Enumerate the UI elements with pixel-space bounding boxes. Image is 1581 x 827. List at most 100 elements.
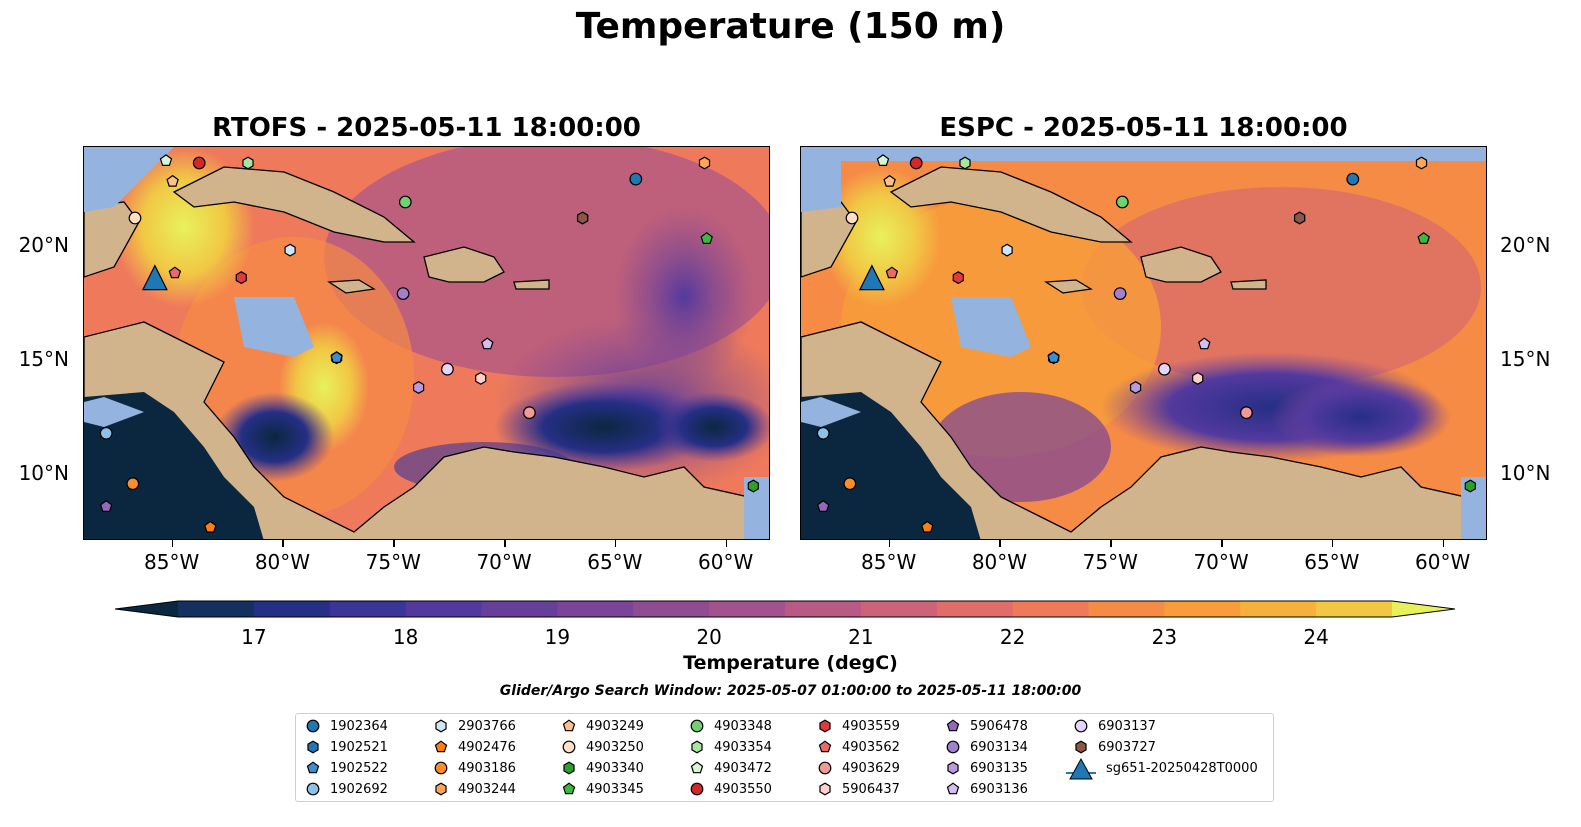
legend-label: sg651-20250428T0000	[1106, 760, 1258, 776]
legend-item: 4903472	[690, 758, 772, 778]
figure-title: Temperature (150 m)	[575, 6, 1006, 47]
legend-label: 5906437	[842, 781, 900, 797]
legend-label: 6903136	[970, 781, 1028, 797]
lon-tick-label: 60°W	[1415, 550, 1471, 574]
colorbar-segment	[633, 601, 710, 617]
map-canvas-espc	[801, 147, 1486, 539]
circle-marker-icon	[818, 761, 832, 775]
lat-tick-label: 15°N	[1500, 347, 1551, 371]
legend-item: 4903340	[562, 758, 644, 778]
hexagon-marker-icon	[691, 740, 703, 754]
circle-marker-icon	[562, 740, 576, 754]
colorbar-segment	[1012, 601, 1090, 617]
lon-tick-label: 60°W	[698, 550, 754, 574]
float-marker	[1239, 406, 1253, 420]
legend-label: 4903562	[842, 739, 900, 755]
lon-tick-mark	[1442, 540, 1445, 547]
legend-label: 6903134	[970, 739, 1028, 755]
colorbar-segment	[405, 601, 483, 617]
float-marker	[1417, 232, 1430, 244]
legend-item: 4903244	[434, 779, 516, 799]
pentagon-marker-icon	[434, 740, 448, 753]
float-marker	[475, 371, 487, 385]
legend-label: 4903472	[714, 760, 772, 776]
lat-tick-label: 10°N	[1500, 461, 1551, 485]
colorbar-segment	[329, 601, 407, 617]
legend-item: 4902476	[434, 737, 516, 757]
legend-item: 4903250	[562, 737, 644, 757]
float-marker	[959, 156, 971, 170]
colorbar-tick-label: 17	[241, 625, 267, 649]
circle-marker-icon	[690, 782, 704, 796]
circle-marker-icon	[1074, 719, 1088, 733]
float-marker	[629, 172, 643, 186]
legend-item: 1902692	[306, 779, 388, 799]
float-marker	[883, 174, 896, 187]
lon-tick-label: 70°W	[476, 550, 532, 574]
legend-item: 6903727	[1074, 737, 1156, 757]
legend-label: 1902364	[330, 718, 388, 734]
float-marker	[921, 520, 934, 533]
colorbar-segment	[860, 601, 938, 617]
float-marker	[242, 156, 254, 170]
float-marker	[204, 520, 217, 533]
colorbar-extend-low	[115, 601, 178, 617]
legend-item: 6903137	[1074, 716, 1156, 736]
lon-tick-label: 75°W	[365, 550, 421, 574]
float-marker	[396, 287, 410, 301]
float-marker	[885, 266, 899, 279]
colorbar-tick-label: 22	[999, 625, 1026, 649]
pentagon-marker-icon	[690, 761, 704, 774]
float-marker	[166, 174, 179, 187]
lat-tick-label: 15°N	[18, 347, 69, 371]
legend-item: 1902364	[306, 716, 388, 736]
lon-tick-label: 80°W	[971, 550, 1028, 574]
circle-marker-icon	[306, 719, 320, 733]
hexagon-marker-icon	[947, 761, 959, 775]
legend-label: 6903135	[970, 760, 1028, 776]
legend-item: 2903766	[434, 716, 516, 736]
legend-item: 1902522	[306, 758, 388, 778]
legend-item: 4903186	[434, 758, 516, 778]
float-marker	[576, 211, 589, 225]
legend-item: 4903562	[818, 737, 900, 757]
legend-label: 5906478	[970, 718, 1028, 734]
legend-label: 4903348	[714, 718, 772, 734]
legend-label: 4903550	[714, 781, 772, 797]
legend-item: 6903136	[946, 779, 1028, 799]
pentagon-marker-icon	[946, 782, 960, 795]
float-marker	[481, 337, 494, 350]
pentagon-marker-icon	[946, 719, 960, 732]
lon-tick-mark	[171, 540, 174, 547]
colorbar-extend-high	[1392, 601, 1455, 617]
lon-tick-label: 80°W	[254, 550, 311, 574]
legend-label: 4902476	[458, 739, 516, 755]
colorbar-tick-label: 23	[1151, 625, 1178, 649]
legend-label: 6903137	[1098, 718, 1156, 734]
float-marker	[1047, 351, 1060, 363]
float-marker	[141, 264, 168, 291]
lon-tick-mark	[1221, 540, 1223, 547]
float-marker	[1001, 243, 1013, 257]
legend-item: 5906478	[946, 716, 1028, 736]
lon-tick-mark	[614, 540, 617, 547]
float-marker	[816, 500, 830, 512]
colorbar-segment	[785, 601, 862, 617]
colorbar-segment	[1164, 601, 1241, 617]
float-marker	[876, 154, 890, 166]
legend-item: 4903345	[562, 779, 644, 799]
legend-label: 4903186	[458, 760, 516, 776]
colorbar	[115, 600, 1455, 618]
float-marker	[398, 195, 412, 209]
pentagon-marker-icon	[818, 740, 832, 753]
float-marker	[1115, 195, 1129, 209]
colorbar-tick-label: 21	[848, 625, 874, 649]
float-marker	[909, 156, 923, 170]
float-marker	[1346, 172, 1360, 186]
float-marker	[128, 211, 142, 225]
colorbar-segment	[1240, 601, 1317, 617]
legend-label: 4903244	[458, 781, 516, 797]
float-marker	[1192, 371, 1204, 385]
lon-tick-mark	[282, 540, 284, 547]
circle-marker-icon	[946, 740, 960, 754]
